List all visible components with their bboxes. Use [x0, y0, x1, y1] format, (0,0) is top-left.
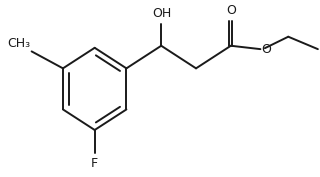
Text: O: O	[226, 4, 236, 17]
Text: F: F	[91, 156, 98, 170]
Text: CH₃: CH₃	[7, 37, 31, 50]
Text: O: O	[261, 43, 271, 56]
Text: OH: OH	[153, 7, 172, 20]
